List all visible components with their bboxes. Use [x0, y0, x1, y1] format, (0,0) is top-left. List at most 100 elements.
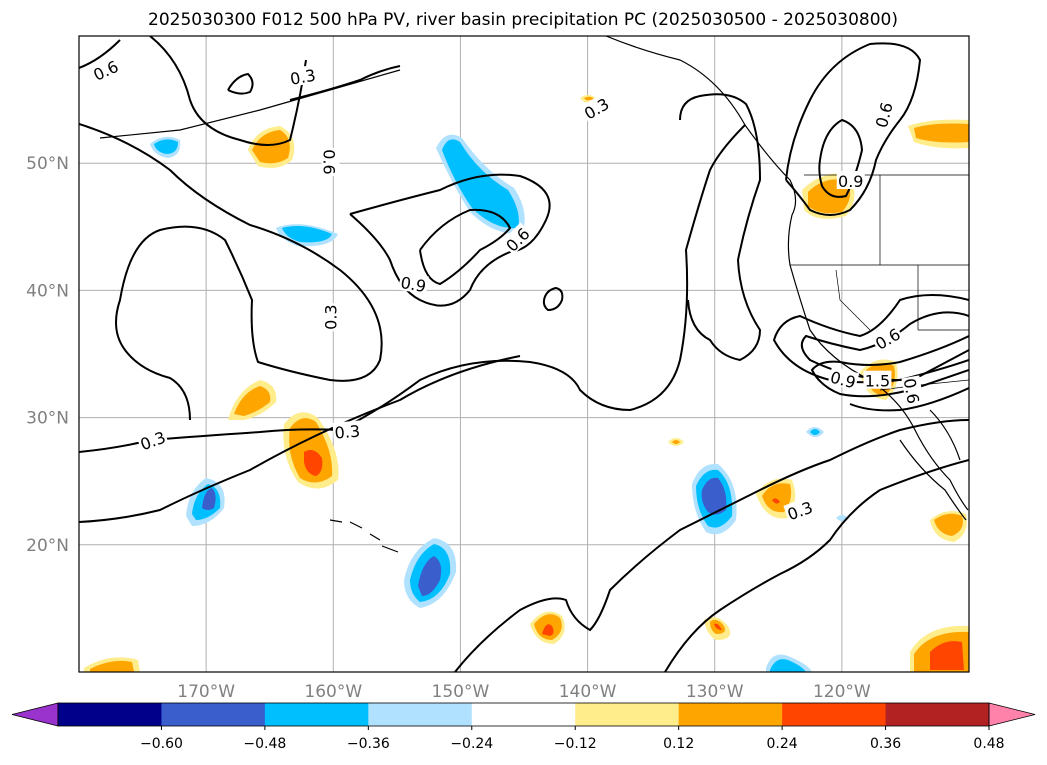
pv-label-text: 0.9 — [838, 172, 863, 191]
pc-blob — [934, 513, 963, 536]
pv-label-mask — [398, 271, 429, 295]
colorbar-tick-label: 0.36 — [870, 736, 901, 752]
colorbar-tick-label: −0.12 — [554, 736, 597, 752]
colorbar-tick-label: −0.48 — [243, 736, 286, 752]
colorbar-extend-high — [988, 702, 1036, 727]
colorbar-segment — [368, 703, 473, 726]
colorbar-segment — [264, 703, 369, 726]
pc-blob — [701, 477, 727, 515]
pc-blob — [418, 556, 442, 596]
pc-blob — [672, 440, 680, 444]
pv-contour — [79, 123, 383, 421]
pv-label-text: 0.3 — [322, 304, 341, 329]
pc-blob — [282, 226, 332, 243]
pv-contour-label: 0.6 — [900, 375, 925, 407]
pv-label-text: 0.3 — [334, 422, 361, 443]
coastline-hawaii — [329, 519, 399, 553]
pv-contour — [289, 65, 401, 101]
colorbar-segment — [885, 703, 990, 726]
pc-blob — [810, 429, 820, 435]
y-tick-label: 40°N — [26, 281, 69, 301]
pv-contour-label: 0.9 — [398, 271, 429, 296]
colorbar-segment — [161, 703, 266, 726]
pv-contour-label: 1.5 — [863, 370, 892, 391]
pv-contour — [227, 72, 254, 95]
colorbar-tick-label: 0.48 — [973, 736, 1004, 752]
pc-blob — [252, 130, 290, 164]
x-tick-label: 130°W — [686, 682, 744, 702]
pv-contour-label: 0.3 — [332, 420, 362, 443]
coastlines — [99, 36, 969, 553]
x-tick-label: 140°W — [559, 682, 617, 702]
colorbar: −0.60 −0.48 −0.36 −0.24 −0.12 0.12 0.24 0.36 0.4… — [11, 702, 1036, 752]
x-tick-label: 170°W — [177, 682, 235, 702]
pc-blob — [304, 450, 323, 476]
pv-contour — [849, 387, 969, 412]
y-tick-label: 30°N — [26, 409, 69, 429]
pv-contour — [419, 208, 512, 286]
pc-blob — [914, 123, 969, 143]
pv-label-mask — [870, 323, 904, 353]
pc-blob — [90, 660, 134, 672]
pv-label-text: 1.5 — [865, 372, 890, 391]
y-tick-label: 50°N — [26, 154, 69, 174]
pv-label-mask — [320, 303, 339, 332]
pv-contour-label: 0.9 — [836, 171, 865, 191]
colorbar-tick-label: −0.36 — [347, 736, 390, 752]
colorbar-tick-label: 0.24 — [767, 736, 798, 752]
map-background — [79, 36, 969, 672]
pv-label-text: 0.9 — [399, 273, 427, 296]
pv-label-mask — [783, 496, 816, 523]
pc-blob — [714, 623, 722, 630]
pv-contour — [79, 428, 341, 453]
pv-label-text: 0.3 — [289, 66, 317, 89]
pc-blob — [762, 483, 792, 513]
pv-label-text: 0.6 — [900, 377, 923, 405]
colorbar-frame — [57, 702, 990, 727]
colorbar-tick-label: −0.24 — [450, 736, 493, 752]
pc-blob — [442, 139, 519, 229]
axis-tick-labels: 170°W 160°W 150°W 140°W 130°W 120°W 20°N 30°N 40… — [26, 154, 871, 702]
pv-contour — [79, 36, 307, 146]
pc-blob — [202, 488, 216, 510]
pv-label-text: 0.6 — [319, 149, 338, 174]
pv-contour — [542, 286, 564, 312]
pc-blob — [584, 96, 594, 101]
colorbar-tick-label: 0.12 — [663, 736, 694, 752]
pv-label-mask — [836, 171, 865, 190]
border-states-west — [790, 175, 969, 331]
coastline-gulf-california — [929, 409, 961, 461]
pv-label-mask — [901, 375, 925, 407]
colorbar-segment — [678, 703, 783, 726]
colorbar-tick-label: −0.60 — [140, 736, 183, 752]
colorbar-segment — [575, 703, 680, 726]
pv-label-mask — [88, 55, 122, 84]
pv-contour-label: 0.3 — [287, 64, 318, 89]
pv-label-mask — [332, 420, 362, 441]
pv-contour-label: 0.3 — [320, 303, 341, 332]
map-panel: 0.6 0.30.60.30.3 0.30.90.60.30.90.60.60.9 1… — [78, 35, 970, 673]
pv-contour — [339, 124, 746, 431]
pv-label-mask — [870, 98, 896, 131]
pv-label-mask — [863, 370, 892, 389]
pv-contour — [679, 93, 762, 362]
pv-contour-label: 0.6 — [319, 147, 340, 176]
pc-blob — [772, 498, 780, 504]
pv-contour — [454, 419, 969, 672]
pv-label-mask — [579, 92, 613, 123]
coastline-north-america — [605, 36, 969, 511]
colorbar-extend-low — [11, 702, 59, 727]
pv-contour — [800, 311, 969, 382]
pv-label-mask — [827, 366, 860, 391]
y-tick-label: 20°N — [26, 536, 69, 556]
pc-blob — [154, 139, 178, 154]
pc-blob — [234, 386, 271, 416]
x-tick-label: 120°W — [813, 682, 871, 702]
pc-blob — [542, 624, 554, 636]
pv-label-mask — [321, 147, 340, 176]
coastline-aleutians — [99, 69, 401, 139]
pv-label-mask — [287, 64, 318, 88]
pc-fill-shapes-positive — [84, 95, 969, 672]
x-tick-label: 160°W — [304, 682, 362, 702]
